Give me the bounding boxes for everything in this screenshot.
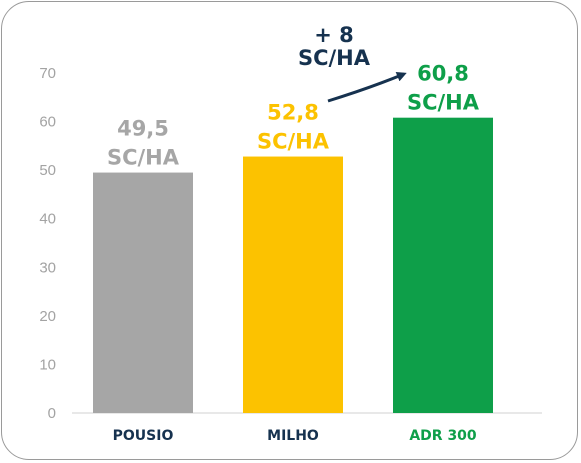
annotation-line2: SC/HA [298, 46, 371, 70]
y-tick-label: 60 [39, 114, 56, 131]
category-labels: POUSIO MILHO ADR 300 [113, 428, 477, 444]
y-tick-label: 70 [39, 65, 56, 82]
y-tick-label: 10 [39, 356, 56, 373]
value-label-unit: SC/HA [257, 130, 330, 154]
bar [243, 156, 343, 414]
value-label-number: 60,8 [417, 62, 469, 86]
difference-annotation: + 8 SC/HA [298, 23, 407, 103]
category-label: POUSIO [113, 428, 174, 444]
value-label-unit: SC/HA [107, 146, 180, 170]
value-label-unit: SC/HA [407, 91, 480, 115]
y-tick-label: 40 [39, 211, 56, 228]
y-tick-label: 20 [39, 308, 56, 325]
category-label: ADR 300 [409, 428, 477, 444]
y-tick-label: 50 [39, 162, 56, 179]
value-labels: 49,5 SC/HA 52,8 SC/HA 60,8 SC/HA [107, 62, 480, 170]
y-tick-label: 30 [39, 259, 56, 276]
annotation-line1: + 8 [314, 23, 354, 47]
bar [93, 172, 193, 413]
y-tick-label: 0 [48, 405, 56, 422]
annotation-arrow [327, 72, 407, 103]
y-axis-ticks: 0 10 20 30 40 50 60 70 [39, 65, 56, 422]
category-label: MILHO [267, 428, 319, 444]
value-label-number: 52,8 [267, 101, 319, 125]
bars [93, 117, 493, 414]
value-label-number: 49,5 [117, 117, 169, 141]
bar [393, 117, 493, 413]
